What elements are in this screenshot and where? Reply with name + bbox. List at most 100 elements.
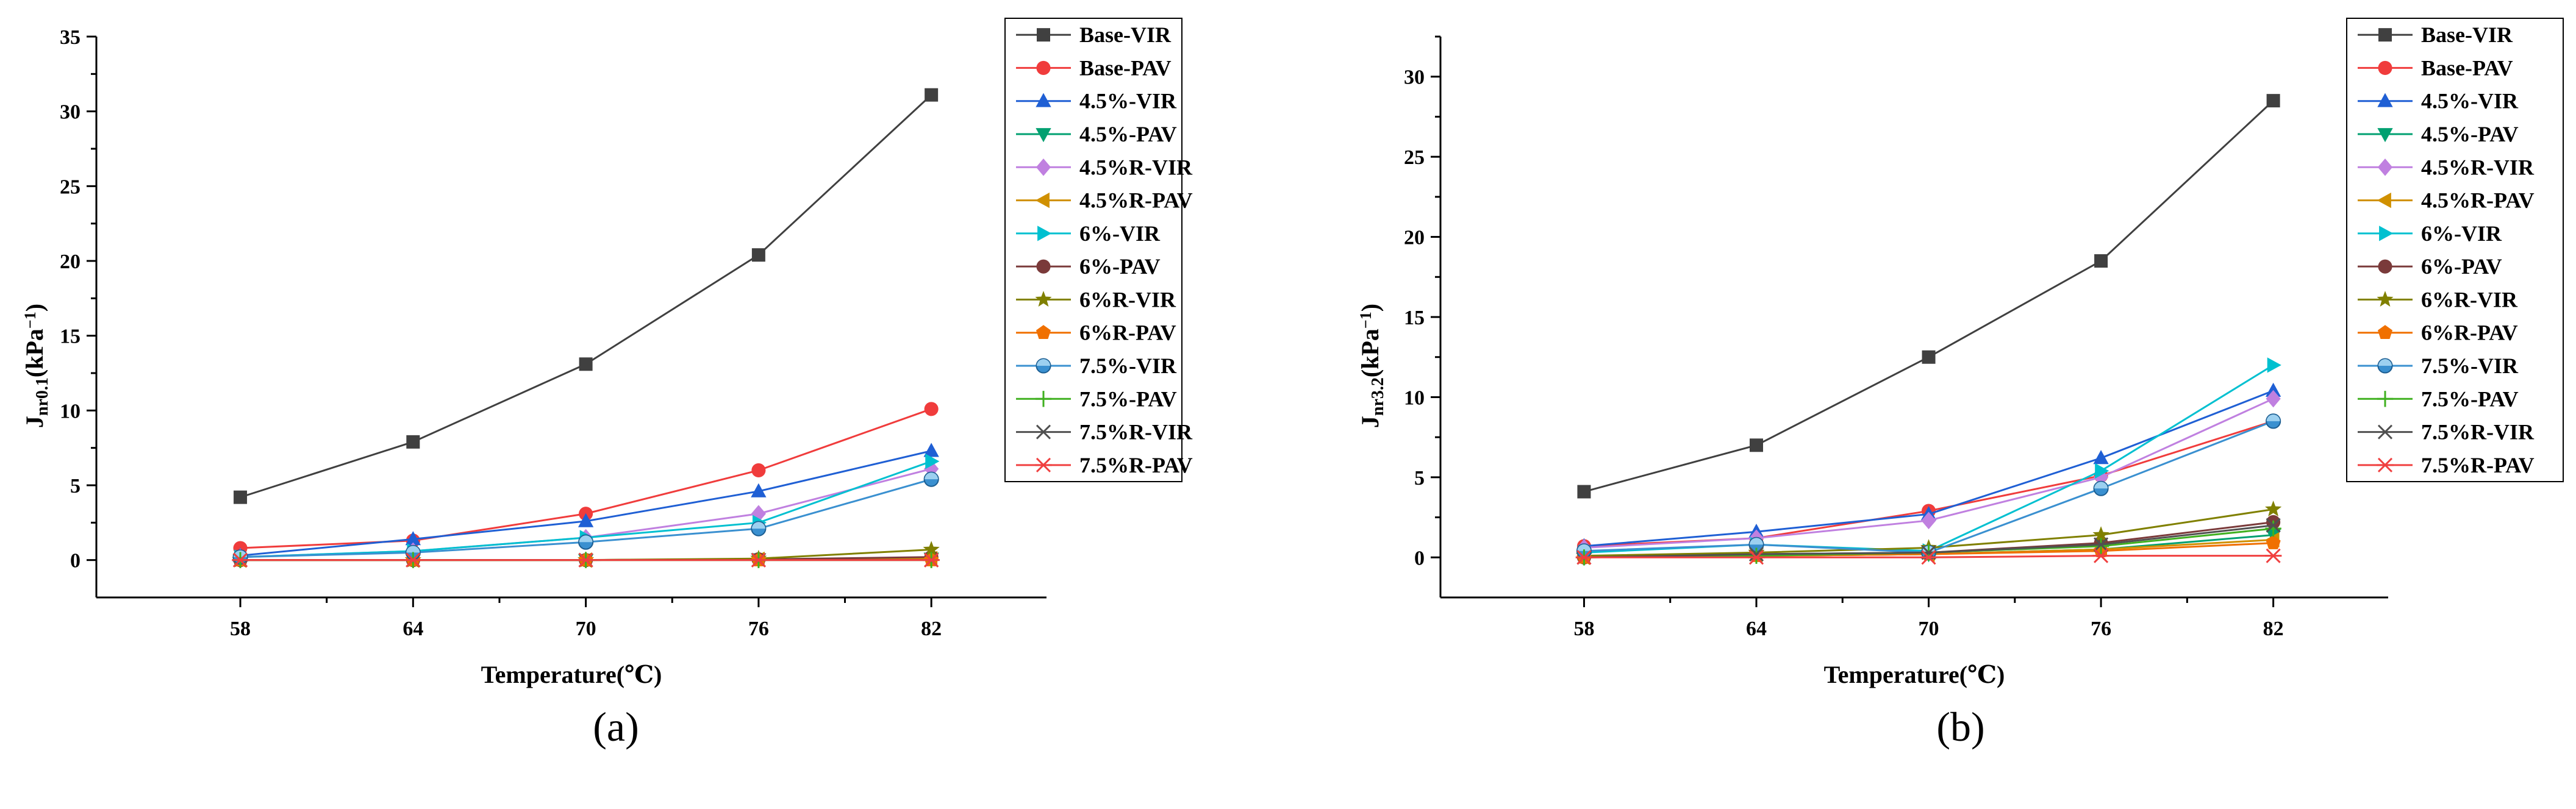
data-point	[750, 552, 767, 568]
data-point	[2264, 548, 2282, 563]
data-point	[406, 435, 420, 449]
data-point	[2266, 94, 2280, 108]
data-point	[234, 490, 248, 504]
x-axis-title: Temperature(℃)	[481, 661, 662, 688]
data-point	[2092, 526, 2109, 543]
legend-label: 7.5%R-PAV	[2421, 453, 2535, 477]
x-axis-title: Temperature(℃)	[1824, 661, 2005, 688]
y-axis-title-sup: −1	[1357, 312, 1375, 329]
legend-marker	[1036, 158, 1051, 176]
panel-b: 0 5 10 15 20 25 30 58 64 70 76 82 Temperature(℃) Jnr3…	[1356, 18, 2564, 750]
legend-entry: 4.5%-PAV	[1016, 122, 1177, 146]
legend-label: 7.5%R-VIR	[2421, 420, 2535, 444]
data-point	[751, 463, 766, 478]
y-axis-title-sub: nr0.1	[33, 377, 52, 416]
y-tick-label: 10	[60, 400, 80, 422]
legend-label: 7.5%R-VIR	[1079, 420, 1193, 444]
data-point	[2093, 450, 2109, 465]
legend-entry: 6%-VIR	[1016, 221, 1161, 246]
legend-label: 6%R-PAV	[1079, 321, 1176, 345]
y-axis-title-close: )	[21, 304, 48, 312]
legend-label: 7.5%R-PAV	[1079, 453, 1193, 477]
data-point	[1920, 550, 1937, 565]
legend-label: 4.5%-VIR	[1079, 89, 1177, 113]
legend-entry: 4.5%R-VIR	[1016, 155, 1193, 179]
legend-box	[2346, 18, 2564, 482]
data-point	[404, 552, 422, 568]
data-point	[1750, 438, 1763, 452]
legend-marker	[1036, 93, 1051, 107]
data-point	[1748, 546, 1764, 562]
legend-marker	[1035, 291, 1052, 307]
legend-label: 7.5%-VIR	[1079, 354, 1177, 378]
data-point	[579, 357, 593, 371]
data-point	[2265, 382, 2281, 397]
legend-label: Base-PAV	[1079, 55, 1172, 80]
data-point	[1921, 511, 1936, 530]
legend-marker	[1036, 259, 1051, 274]
legend-marker	[2377, 128, 2393, 143]
legend-entry: Base-VIR	[1016, 23, 1172, 47]
data-point	[577, 552, 595, 568]
legend-label: 6%-VIR	[1079, 221, 1161, 246]
series-7-5-r-pav	[232, 552, 940, 568]
y-tick-label: 0	[70, 550, 80, 572]
legend-marker	[1037, 28, 1050, 42]
legend-entry: 7.5%-VIR	[2358, 354, 2519, 378]
legend-marker	[2377, 93, 2393, 107]
panel-label: (a)	[593, 704, 639, 750]
legend-entry: 7.5%-PAV	[2358, 387, 2519, 411]
legend-entry: Base-PAV	[2358, 55, 2513, 80]
legend-marker	[2377, 424, 2393, 440]
data-point	[2267, 357, 2281, 373]
legend-label: 6%-PAV	[1079, 254, 1161, 279]
legend-marker	[1037, 226, 1052, 241]
legend-label: 4.5%-VIR	[2421, 89, 2519, 113]
legend-entry: 7.5%R-PAV	[1016, 453, 1193, 477]
legend-marker	[1036, 128, 1051, 143]
y-tick-label: 25	[60, 176, 80, 198]
data-point	[405, 531, 421, 546]
legend-label: 7.5%-PAV	[1079, 387, 1177, 411]
data-point	[751, 483, 767, 497]
data-point	[232, 552, 249, 568]
panel-label: (b)	[1936, 704, 1984, 750]
legend: Base-VIR Base-PAV 4.5%-VIR 4.5%-PAV 4.5%R-VI…	[1004, 18, 1193, 482]
legend-entry: 7.5%R-VIR	[1016, 420, 1193, 444]
data-point	[1575, 550, 1593, 565]
legend-entry: 6%-PAV	[1016, 254, 1161, 279]
y-tick-label: 5	[70, 475, 80, 497]
y-tick-label: 30	[1404, 66, 1425, 89]
legend-entry: Base-PAV	[1016, 55, 1172, 80]
x-tick-label: 70	[576, 618, 596, 640]
legend-entry: 6%R-PAV	[2358, 321, 2518, 345]
y-tick-label: 0	[1414, 547, 1425, 569]
y-tick-label: 25	[1404, 146, 1425, 169]
y-tick-label: 5	[1414, 467, 1425, 490]
x-tick-label: 70	[1919, 618, 1939, 640]
legend-label: 4.5%R-PAV	[2421, 188, 2535, 213]
legend-marker	[1035, 192, 1050, 208]
y-tick-label: 35	[60, 26, 80, 49]
legend-entry: 4.5%-VIR	[1016, 89, 1177, 113]
data-point	[2094, 537, 2109, 552]
y-tick-label: 15	[1404, 307, 1425, 329]
y-axis-title-close: )	[1356, 304, 1384, 312]
legend-label: 4.5%R-VIR	[2421, 155, 2535, 179]
data-point	[578, 513, 594, 527]
data-point	[923, 552, 940, 568]
data-point	[925, 454, 940, 469]
legend-box	[1004, 18, 1182, 482]
y-axis-title-sub: nr3.2	[1368, 377, 1387, 416]
y-axis-title: Jnr3.2(kPa−1)	[1356, 304, 1387, 428]
legend-label: 4.5%-PAV	[1079, 122, 1177, 146]
legend-entry: 4.5%R-PAV	[2358, 188, 2535, 213]
y-axis-title-main: J	[21, 416, 48, 428]
legend-entry: 6%R-VIR	[2358, 287, 2518, 312]
legend-marker	[2377, 158, 2393, 176]
data-point	[925, 88, 939, 102]
legend-label: 4.5%R-VIR	[1079, 155, 1193, 179]
x-tick-label: 64	[402, 618, 423, 640]
